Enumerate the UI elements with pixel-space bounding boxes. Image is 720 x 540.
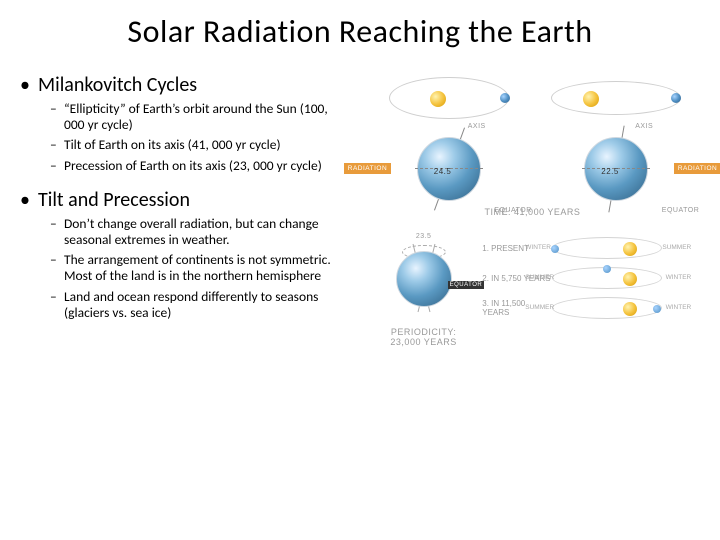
precession-diagram: 23.5 EQUATOR PERIODICITY: 23,000 YEARS 1… bbox=[365, 237, 700, 347]
diagram-column: AXIS RADIATION 24.5 EQUATOR AXIS RAD bbox=[360, 59, 700, 347]
bullet-item: Land and ocean respond differently to se… bbox=[20, 289, 350, 321]
tilt-diagram: AXIS RADIATION 24.5 EQUATOR AXIS RAD bbox=[365, 137, 700, 201]
section-heading-2: Tilt and Precession bbox=[20, 188, 350, 212]
radiation-label: RADIATION bbox=[674, 163, 720, 174]
bullet-item: Precession of Earth on its axis (23, 000… bbox=[20, 158, 350, 174]
radiation-label: RADIATION bbox=[344, 163, 391, 174]
precession-state-2: 2. IN 5,750 YEARS SUMMER WINTER bbox=[482, 267, 700, 289]
text-column: Milankovitch Cycles “Ellipticity” of Ear… bbox=[20, 59, 360, 347]
orbit-low-ecc bbox=[374, 69, 524, 129]
section-heading-1: Milankovitch Cycles bbox=[20, 73, 350, 97]
precession-period: PERIODICITY: 23,000 YEARS bbox=[365, 327, 482, 347]
precession-state-1: 1. PRESENT WINTER SUMMER bbox=[482, 237, 700, 259]
bullet-item: “Ellipticity” of Earth’s orbit around th… bbox=[20, 101, 350, 133]
bullet-item: Don’t change overall radiation, but can … bbox=[20, 216, 350, 248]
ellipticity-diagram: AXIS RADIATION 24.5 EQUATOR AXIS RAD bbox=[365, 69, 700, 217]
tilt-high: AXIS RADIATION 24.5 EQUATOR bbox=[374, 137, 524, 201]
bullet-item: The arrangement of continents is not sym… bbox=[20, 252, 350, 284]
tilt-caption: TIME: 41,000 YEARS bbox=[365, 207, 700, 217]
precession-globe-icon bbox=[396, 251, 452, 307]
slide-title: Solar Radiation Reaching the Earth bbox=[0, 0, 720, 59]
bullet-item: Tilt of Earth on its axis (41, 000 yr cy… bbox=[20, 137, 350, 153]
tilt-low: AXIS RADIATION 22.5 EQUATOR bbox=[541, 137, 691, 201]
orbit-high-ecc bbox=[541, 69, 691, 129]
content-row: Milankovitch Cycles “Ellipticity” of Ear… bbox=[0, 59, 720, 347]
precession-state-3: 3. IN 11,500 YEARS SUMMER WINTER bbox=[482, 297, 700, 319]
